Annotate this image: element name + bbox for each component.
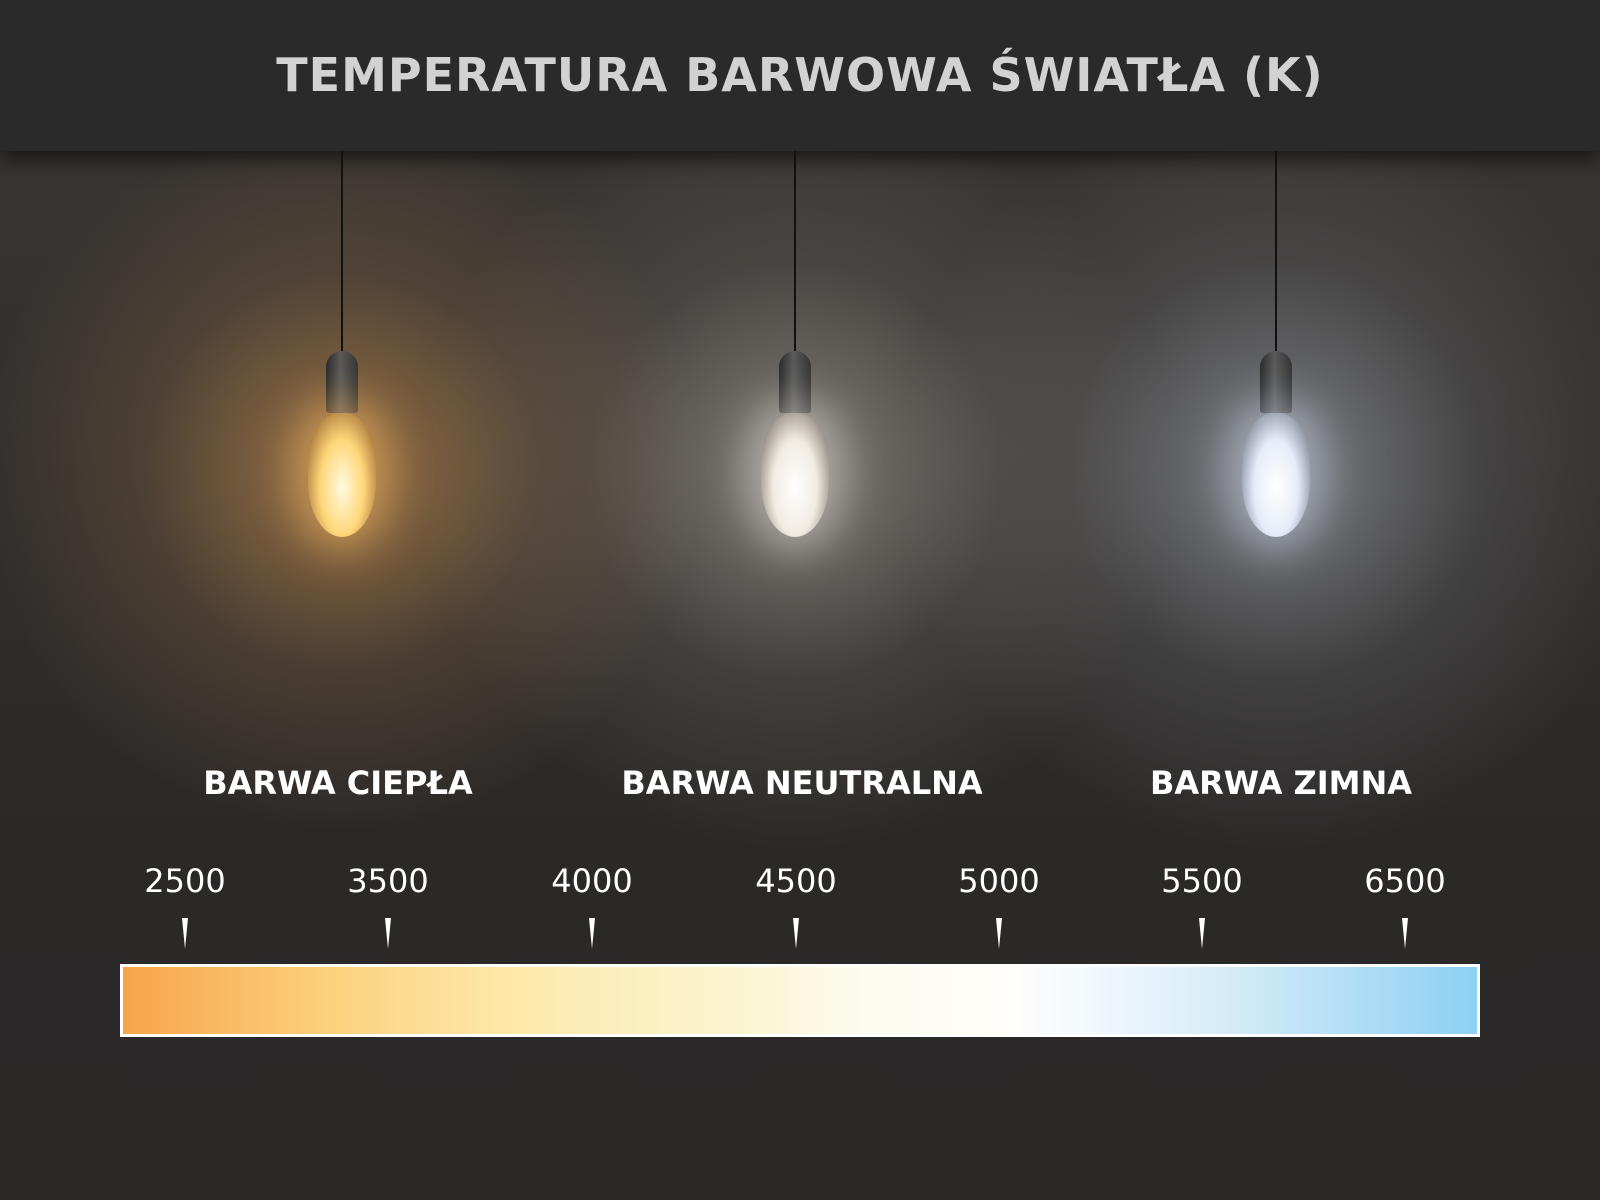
- tick-label: 2500: [144, 862, 226, 900]
- tick-label: 4000: [551, 862, 633, 900]
- label-warm: BARWA CIEPŁA: [203, 764, 473, 802]
- tick-marker: [1199, 918, 1205, 949]
- color-temperature-gradient-bar: [120, 964, 1480, 1037]
- tick-label: 3500: [347, 862, 429, 900]
- tick-label: 5000: [958, 862, 1040, 900]
- bulb-icon: [761, 413, 829, 537]
- header-band: TEMPERATURA BARWOWA ŚWIATŁA (K): [0, 0, 1600, 151]
- tick-marker: [182, 918, 188, 949]
- label-cool: BARWA ZIMNA: [1149, 764, 1413, 802]
- cord: [1275, 151, 1277, 354]
- tick-marker: [1402, 918, 1408, 949]
- label-neutral: BARWA NEUTRALNA: [621, 764, 983, 802]
- tick-marker: [996, 918, 1002, 949]
- socket: [1260, 351, 1292, 413]
- page-title: TEMPERATURA BARWOWA ŚWIATŁA (K): [276, 48, 1324, 102]
- cord: [341, 151, 343, 354]
- bulb-icon: [1242, 413, 1310, 537]
- tick-label: 4500: [755, 862, 837, 900]
- tick-marker: [793, 918, 799, 949]
- tick-marker: [385, 918, 391, 949]
- cord: [794, 151, 796, 354]
- tick-marker: [589, 918, 595, 949]
- tick-label: 6500: [1364, 862, 1446, 900]
- socket: [779, 351, 811, 413]
- bulb-icon: [308, 413, 376, 537]
- socket: [326, 351, 358, 413]
- tick-label: 5500: [1161, 862, 1243, 900]
